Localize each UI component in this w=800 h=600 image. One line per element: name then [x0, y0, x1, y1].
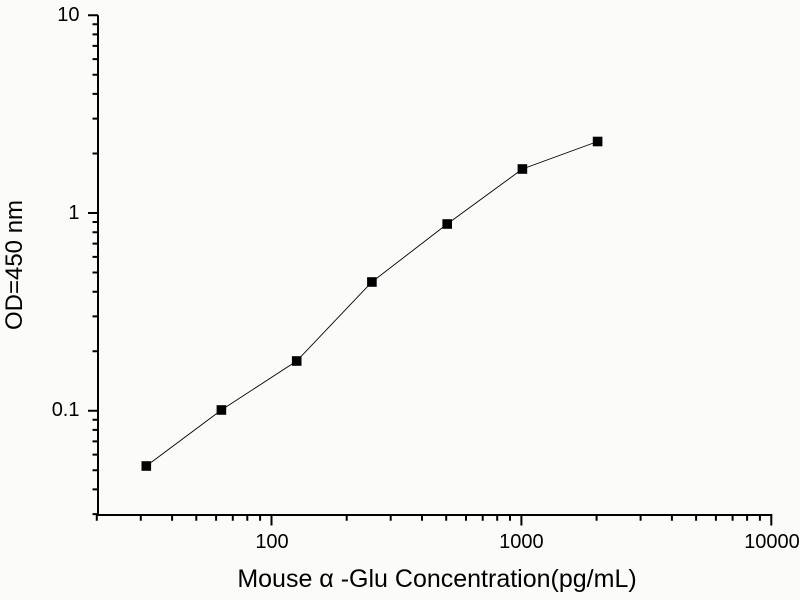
- svg-text:OD=450 nm: OD=450 nm: [1, 200, 28, 330]
- svg-text:100: 100: [255, 531, 288, 553]
- svg-text:1: 1: [68, 202, 79, 224]
- svg-text:10: 10: [57, 4, 79, 26]
- svg-text:Mouse α -Glu Concentration(pg/: Mouse α -Glu Concentration(pg/mL): [237, 565, 636, 593]
- svg-text:10000: 10000: [744, 531, 800, 553]
- svg-text:0.1: 0.1: [52, 399, 80, 421]
- svg-text:1000: 1000: [499, 531, 544, 553]
